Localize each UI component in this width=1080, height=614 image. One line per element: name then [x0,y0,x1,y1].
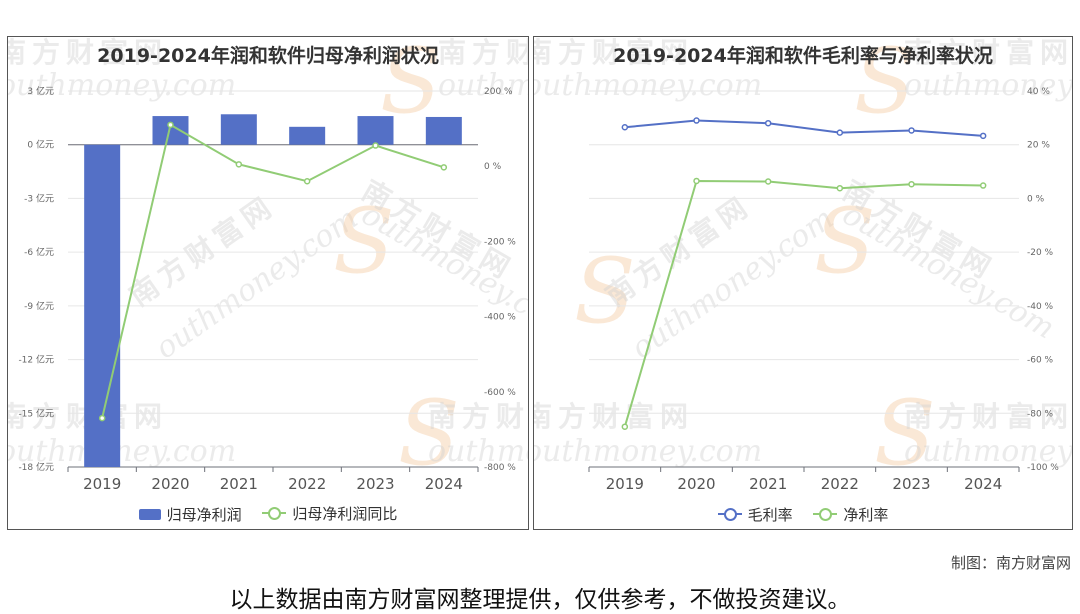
bar-net-profit [289,126,326,145]
bar-net-profit [152,116,189,145]
legend-item-gross-margin[interactable]: 毛利率 [717,504,793,525]
point-gross-margin [836,129,844,136]
legend-swatch-line [813,507,838,521]
point-net-margin [764,178,772,185]
point-net-profit-yoy [303,177,311,185]
y-tick-label: -18 亿元 [18,461,54,473]
x-tick-label: 2019 [606,475,644,493]
point-net-profit-yoy [98,414,106,422]
line-net-margin [623,179,984,427]
bar-net-profit [84,144,121,467]
y-tick-label: 3 亿元 [27,85,54,97]
y-tick-label: -12 亿元 [18,354,54,366]
legend-item-net-profit[interactable]: 归母净利润 [138,504,242,525]
point-gross-margin [979,132,987,140]
legend-label: 归母净利润同比 [292,504,398,523]
point-net-margin [836,184,844,192]
y-tick-label: 20 % [1027,141,1050,151]
x-tick-label: 2021 [220,475,258,493]
x-tick-label: 2023 [356,475,394,493]
point-gross-margin [908,127,915,134]
y2-tick-label: 200 % [484,87,513,97]
y-tick-label: -3 亿元 [24,192,54,204]
y2-tick-label: -200 % [484,237,516,247]
chart-legend: 毛利率 净利率 [534,504,1072,526]
point-net-margin [621,423,629,430]
y-tick-label: -100 % [1027,463,1059,473]
point-gross-margin [764,119,772,127]
bar-net-profit [357,116,394,145]
legend-swatch-line [262,506,287,520]
line-gross-margin [624,119,984,137]
x-tick-label: 2023 [892,475,930,493]
legend-label: 净利率 [843,505,889,524]
y2-tick-label: -400 % [484,313,516,323]
margin-chart: 40 % 20 % 0 % -20 % -40 % -60 % -80 % -100 % 201… [588,87,1059,493]
point-net-margin [979,182,987,189]
bar-net-profit [220,114,257,145]
net-profit-chart-panel: S 南方财富网 outhmoney.com 南方财富网 outhmoney.co… [7,36,529,530]
margin-chart-panel: S 南方财富网 outhmoney.com 南方财富网 outhmoney.co… [533,36,1073,530]
point-net-profit-yoy [372,142,379,149]
legend-item-net-margin[interactable]: 净利率 [813,504,888,525]
x-tick-label: 2022 [288,475,326,493]
y-tick-label: -40 % [1027,302,1054,312]
y2-tick-label: -600 % [484,388,516,398]
y2-tick-label: 0 % [484,162,502,172]
legend-label: 毛利率 [747,505,793,524]
y-tick-label: -20 % [1027,248,1054,258]
y-tick-label: -80 % [1027,409,1054,419]
chart-credit: 制图：南方财富网 [950,554,1071,572]
x-tick-label: 2024 [425,475,463,493]
chart-legend: 归母净利润 归母净利润同比 [8,503,528,526]
bar-net-profit [425,116,462,145]
y-tick-label: -6 亿元 [24,246,54,258]
y2-tick-label: -800 % [484,463,516,473]
point-net-margin [693,177,700,185]
y-tick-label: -60 % [1027,356,1054,366]
legend-item-net-profit-yoy[interactable]: 归母净利润同比 [262,503,397,524]
legend-label: 归母净利润 [166,506,242,524]
y-tick-label: 0 亿元 [27,139,54,151]
x-tick-label: 2019 [83,475,121,493]
x-tick-label: 2022 [821,475,859,493]
point-net-profit-yoy [167,121,174,129]
point-net-profit-yoy [235,161,243,168]
y-tick-label: 40 % [1027,87,1050,97]
y-tick-label: -9 亿元 [24,300,54,312]
y-tick-label: 0 % [1027,194,1045,204]
legend-swatch-bar [138,509,161,520]
point-net-profit-yoy [440,164,448,171]
line-net-profit-yoy [101,123,445,419]
legend-swatch-line [717,507,742,521]
x-tick-label: 2021 [749,475,787,493]
point-gross-margin [693,117,700,124]
x-tick-label: 2020 [677,475,715,493]
net-profit-chart: 3 亿元 0 亿元 -3 亿元 -6 亿元 -9 亿元 -12 亿元 -15 亿元 -18 亿… [18,85,516,493]
x-tick-label: 2024 [964,475,1002,493]
chart-title: 2019-2024年润和软件归母净利润状况 [97,45,439,67]
y-tick-label: -15 亿元 [18,407,54,419]
x-tick-label: 2020 [151,475,189,493]
point-net-margin [908,180,915,188]
disclaimer-note: 以上数据由南方财富网整理提供，仅供参考，不做投资建议。 [229,587,851,613]
point-gross-margin [621,124,629,131]
chart-title: 2019-2024年润和软件毛利率与净利率状况 [613,45,993,67]
